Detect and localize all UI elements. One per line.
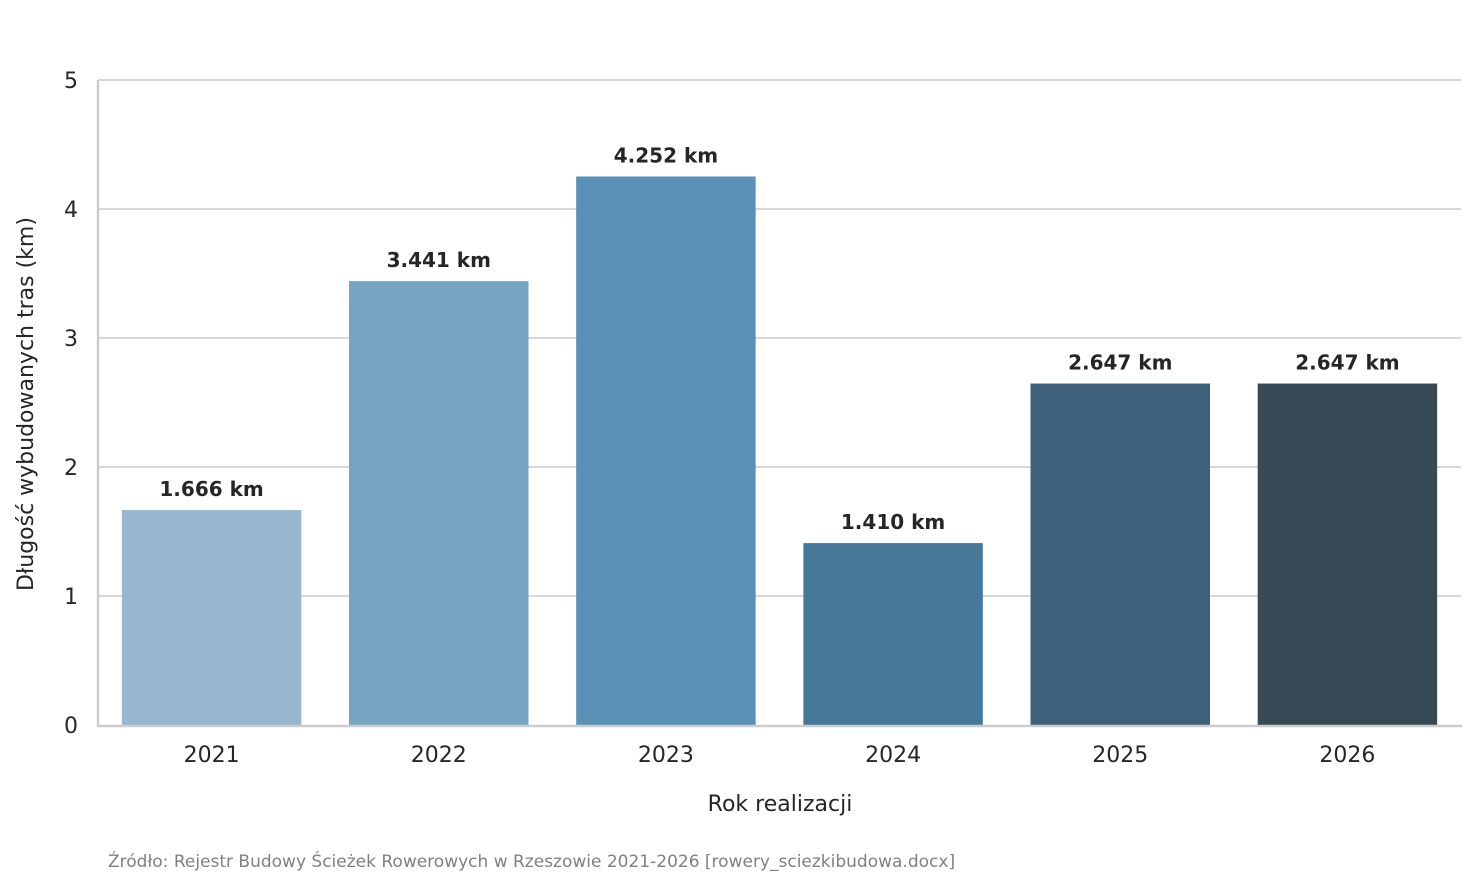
- data-label: 1.666 km: [159, 477, 263, 501]
- bar: [1030, 383, 1210, 725]
- data-label: 2.647 km: [1295, 351, 1399, 375]
- bar: [121, 510, 302, 725]
- bar: [1257, 383, 1438, 725]
- bars: [121, 176, 1438, 725]
- data-label: 3.441 km: [387, 248, 491, 272]
- y-axis-title: Długość wybudowanych tras (km): [14, 217, 39, 591]
- axes: [96, 80, 1462, 728]
- x-tick-label: 2023: [638, 743, 694, 768]
- x-axis-title: Rok realizacji: [708, 792, 853, 817]
- bar: [803, 543, 983, 725]
- x-tick-label: 2022: [411, 743, 467, 768]
- data-label: 1.410 km: [841, 510, 945, 534]
- y-tick-label: 5: [64, 69, 78, 94]
- data-label: 2.647 km: [1068, 351, 1172, 375]
- y-tick-label: 1: [64, 585, 78, 610]
- x-tick-label: 2025: [1092, 743, 1148, 768]
- x-tick-label: 2021: [184, 743, 240, 768]
- source-note: Źródło: Rejestr Budowy Ścieżek Rowerowyc…: [108, 852, 956, 872]
- labels: 0 1 2 3 4 5 1.666 km 2021 3.441 km 2022 4.252 km 20…: [64, 69, 1400, 768]
- bar: [349, 281, 529, 725]
- data-label: 4.252 km: [614, 143, 718, 167]
- x-tick-label: 2026: [1319, 743, 1375, 768]
- y-tick-label: 3: [64, 327, 78, 352]
- bar: [576, 176, 756, 725]
- y-tick-label: 0: [64, 714, 78, 739]
- gridlines: [98, 79, 1461, 597]
- x-tick-label: 2024: [865, 743, 921, 768]
- y-tick-label: 2: [64, 456, 78, 481]
- y-tick-label: 4: [64, 198, 78, 223]
